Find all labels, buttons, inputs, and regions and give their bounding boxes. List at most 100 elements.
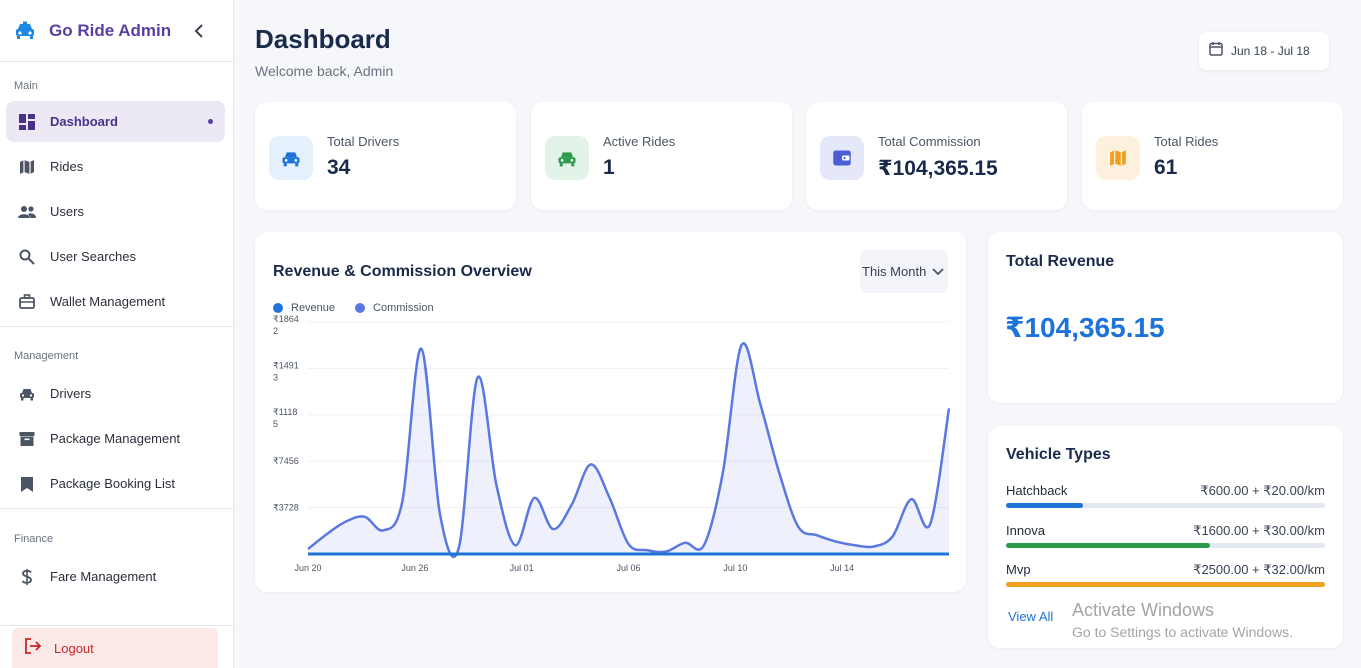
sidebar-item-label: Drivers [50, 386, 92, 401]
logout-button[interactable]: Logout [12, 628, 218, 668]
sidebar-item-label: Package Booking List [50, 476, 176, 491]
calendar-icon [1209, 41, 1223, 61]
taxi-icon [14, 20, 36, 42]
watermark-line-2: Go to Settings to activate Windows. [1072, 624, 1293, 640]
section-management: Management Drivers Package Management Pa… [0, 327, 233, 504]
logout-icon [24, 637, 42, 659]
archive-icon [18, 430, 36, 448]
sidebar-item-dashboard[interactable]: Dashboard [6, 101, 225, 142]
vehicle-types-card: Vehicle Types Hatchback ₹600.00 + ₹20.00… [988, 426, 1343, 648]
sidebar-item-package-management[interactable]: Package Management [6, 418, 225, 459]
vehicle-name: Mvp [1006, 562, 1031, 577]
briefcase-icon [18, 293, 36, 311]
sidebar-item-fare-management[interactable]: Fare Management [6, 556, 225, 597]
legend-item-revenue: Revenue [273, 302, 335, 314]
y-tick-label: ₹1491 3 [273, 360, 299, 382]
section-label-finance: Finance [14, 533, 54, 545]
chart-legend: Revenue Commission [273, 302, 454, 314]
sidebar-divider [0, 326, 233, 327]
sidebar-divider [0, 508, 233, 509]
sidebar-item-label: Wallet Management [50, 294, 166, 309]
vehicle-progress-track [1006, 582, 1325, 587]
revenue-commission-chart-card: Revenue & Commission Overview This Month… [255, 232, 966, 592]
legend-swatch [273, 303, 283, 313]
map-icon [1110, 150, 1126, 166]
stat-value: 61 [1154, 156, 1178, 179]
y-tick-label: ₹1864 2 [273, 314, 299, 336]
stat-icon-box [269, 136, 313, 180]
bookmark-icon [18, 475, 36, 493]
stat-value: 34 [327, 156, 351, 179]
section-label-management: Management [14, 350, 79, 362]
chevron-left-icon [194, 23, 203, 38]
stat-label: Total Rides [1154, 134, 1219, 149]
stat-card-total-commission: Total Commission ₹104,365.15 [806, 102, 1067, 210]
view-all-link[interactable]: View All [1008, 609, 1054, 624]
date-range-text: Jun 18 - Jul 18 [1231, 44, 1310, 58]
vehicle-price: ₹2500.00 + ₹32.00/km [1193, 562, 1325, 577]
stat-value: 1 [603, 156, 615, 179]
sidebar-item-label: Users [50, 204, 84, 219]
stat-icon-box [1096, 136, 1140, 180]
brand-header: Go Ride Admin [0, 0, 233, 62]
collapse-sidebar-button[interactable] [189, 21, 209, 41]
total-revenue-value: ₹104,365.15 [1005, 312, 1165, 343]
commission-area [308, 343, 949, 557]
sidebar-divider [0, 625, 234, 626]
stat-label: Active Rides [603, 134, 676, 149]
active-indicator-dot [208, 119, 213, 124]
commission-line [307, 341, 951, 559]
x-tick-label: Jun 20 [294, 563, 321, 573]
vehicle-name: Hatchback [1006, 483, 1068, 498]
sidebar-item-wallet-management[interactable]: Wallet Management [6, 281, 225, 322]
x-tick-label: Jul 14 [830, 563, 854, 573]
vehicle-progress-track [1006, 543, 1325, 548]
sidebar-item-package-booking-list[interactable]: Package Booking List [6, 463, 225, 504]
search-icon [18, 248, 36, 266]
watermark-line-1: Activate Windows [1072, 600, 1215, 620]
stat-value: ₹104,365.15 [878, 157, 998, 180]
chart-title: Revenue & Commission Overview [273, 263, 532, 280]
total-revenue-title: Total Revenue [1006, 253, 1115, 270]
sidebar-item-label: Fare Management [50, 569, 157, 584]
x-tick-label: Jul 01 [510, 563, 534, 573]
sidebar-item-drivers[interactable]: Drivers [6, 373, 225, 414]
sidebar-item-users[interactable]: Users [6, 191, 225, 232]
sidebar-item-rides[interactable]: Rides [6, 146, 225, 187]
x-tick-label: Jun 26 [401, 563, 428, 573]
stat-icon-box [545, 136, 589, 180]
section-label-main: Main [14, 80, 38, 92]
sidebar-item-label: Package Management [50, 431, 181, 446]
x-tick-label: Jul 06 [616, 563, 640, 573]
wallet-icon [833, 150, 851, 166]
section-main: Main Dashboard Rides Users User Searches… [0, 62, 233, 322]
vehicle-types-title: Vehicle Types [1006, 446, 1111, 463]
y-tick-label: ₹7456 [273, 456, 299, 466]
vehicle-progress-track [1006, 503, 1325, 508]
x-tick-label: Jul 10 [723, 563, 747, 573]
page-subtitle: Welcome back, Admin [255, 63, 394, 79]
car-icon [282, 151, 300, 166]
logout-label: Logout [54, 640, 94, 656]
vehicle-progress-fill [1006, 503, 1083, 508]
period-select[interactable]: This Month [860, 250, 948, 293]
legend-label: Revenue [291, 302, 336, 314]
stat-card-total-rides: Total Rides 61 [1082, 102, 1343, 210]
legend-label: Commission [373, 302, 434, 314]
y-tick-label: ₹3728 [273, 503, 299, 513]
stat-label: Total Commission [878, 134, 981, 149]
activate-windows-watermark: Activate Windows Go to Settings to activ… [1072, 600, 1293, 640]
legend-swatch [355, 303, 366, 313]
sidebar-item-label: Dashboard [50, 114, 118, 129]
vehicle-progress-fill [1006, 543, 1211, 548]
legend-item-commission: Commission [355, 302, 434, 314]
dollar-icon [18, 568, 36, 586]
sidebar-item-user-searches[interactable]: User Searches [6, 236, 225, 277]
date-range-picker[interactable]: Jun 18 - Jul 18 [1199, 32, 1329, 70]
brand-title: Go Ride Admin [49, 20, 172, 40]
period-select-value: This Month [862, 264, 927, 279]
stat-label: Total Drivers [327, 134, 400, 149]
car-icon [18, 385, 36, 403]
stat-icon-box [820, 136, 864, 180]
vehicle-progress-fill [1006, 582, 1325, 587]
